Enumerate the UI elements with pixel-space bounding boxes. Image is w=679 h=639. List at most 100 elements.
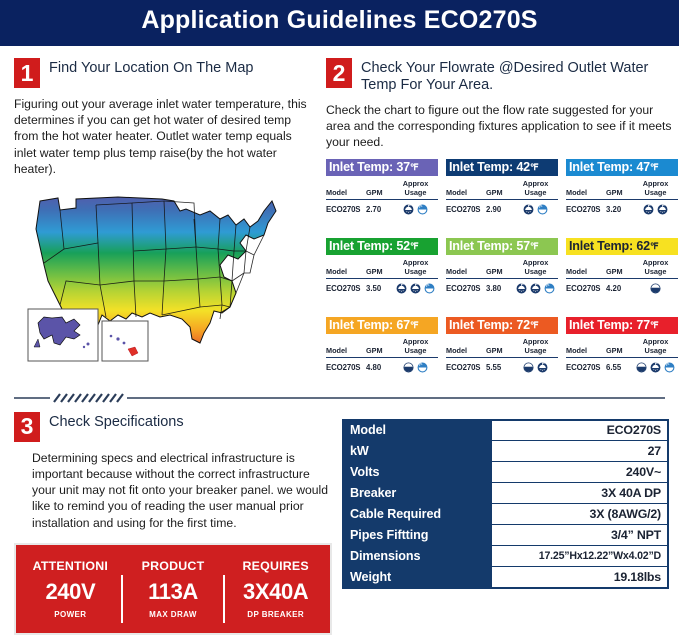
column-header-model: Model	[446, 266, 468, 276]
attention-banner: ATTENTIONI 240V POWER PRODUCT 113A MAX DRAW RE…	[14, 542, 332, 635]
column-header-model: Model	[326, 345, 348, 355]
spec-table-row: Model ECO270S	[342, 419, 669, 442]
specifications-table: Model ECO270S kW 27 Volts 240V~ Breaker 3X 40A …	[342, 418, 669, 589]
cell-usage-icons	[633, 362, 678, 373]
cell-model: ECO270S	[446, 205, 481, 215]
attention-heading: ATTENTIONI	[32, 558, 109, 573]
column-header-gpm: GPM	[366, 187, 383, 197]
step-one-title: Find Your Location On The Map	[49, 60, 254, 76]
card-data-row: ECO270S 3.80	[446, 279, 558, 295]
cell-model: ECO270S	[566, 284, 601, 294]
step-one-header: 1 Find Your Location On The Map	[14, 58, 314, 88]
step-one-column: 1 Find Your Location On The Map Figuring…	[14, 58, 314, 374]
attention-divider	[223, 574, 226, 623]
column-header-usage: Approx Usage	[402, 178, 429, 197]
degree-unit: ℉	[409, 161, 419, 172]
card-column-headers: Model GPM Approx Usage	[566, 255, 678, 279]
cell-usage-icons	[513, 362, 558, 373]
spec-table-row: Weight 19.18lbs	[342, 566, 669, 589]
showerhead-icon	[403, 204, 414, 215]
spec-table-row: Dimensions 17.25”Hx12.22”Wx4.02”D	[342, 545, 669, 568]
showerhead-icon	[643, 204, 654, 215]
usa-climate-zone-map	[14, 189, 314, 367]
cell-usage-icons	[393, 283, 438, 294]
cell-gpm: 2.90	[486, 205, 502, 215]
showerhead-icon	[650, 362, 661, 373]
column-header-usage: Approx Usage	[642, 257, 669, 276]
step-three-header: 3 Check Specifications	[14, 411, 332, 442]
cell-model: ECO270S	[446, 284, 481, 294]
column-header-usage: Approx Usage	[522, 336, 549, 355]
cell-gpm: 3.20	[606, 205, 622, 215]
cell-usage-icons	[393, 204, 438, 215]
sink-icon	[650, 283, 661, 294]
degree-unit: ℉	[649, 319, 659, 330]
column-header-model: Model	[566, 266, 588, 276]
column-header-model: Model	[326, 266, 348, 276]
column-header-model: Model	[446, 345, 468, 355]
attention-caption: MAX DRAW	[149, 609, 197, 619]
cell-model: ECO270S	[326, 363, 361, 373]
inlet-temp-label: Inlet Temp: 42	[449, 160, 530, 175]
cell-gpm: 5.55	[486, 363, 502, 373]
inlet-temp-card: Inlet Temp: 47 ℉ Model GPM Approx Usage ECO27…	[566, 158, 678, 216]
bathtub-icon	[544, 283, 555, 294]
spec-value: 3X 40A DP	[490, 482, 669, 505]
inlet-temp-header: Inlet Temp: 57 ℉	[446, 237, 558, 255]
inlet-temp-label: Inlet Temp: 37	[329, 160, 410, 175]
spec-table-row: Pipes Fiftting 3/4” NPT	[342, 524, 669, 547]
spec-table-row: Volts 240V~	[342, 461, 669, 484]
attention-caption: POWER	[54, 609, 87, 619]
spec-table-row: Cable Required 3X (8AWG/2)	[342, 503, 669, 526]
step-one-body: Figuring out your average inlet water te…	[14, 97, 307, 176]
column-header-gpm: GPM	[486, 187, 503, 197]
column-header-model: Model	[566, 187, 588, 197]
step-two-header: 2 Check Your Flowrate @Desired Outlet Wa…	[326, 58, 678, 93]
top-section: 1 Find Your Location On The Map Figuring…	[0, 46, 679, 374]
inlet-temp-card: Inlet Temp: 42 ℉ Model GPM Approx Usage ECO27…	[446, 158, 558, 216]
column-header-usage: Approx Usage	[522, 178, 549, 197]
spec-value: ECO270S	[490, 419, 669, 442]
showerhead-icon	[396, 283, 407, 294]
cell-model: ECO270S	[446, 363, 481, 373]
step-two-title: Check Your Flowrate @Desired Outlet Wate…	[361, 60, 649, 93]
inlet-temp-header: Inlet Temp: 67 ℉	[326, 316, 438, 334]
spec-key: kW	[342, 440, 492, 463]
step-one-badge: 1	[14, 58, 40, 88]
inlet-temp-card: Inlet Temp: 77 ℉ Model GPM Approx Usage ECO27…	[566, 316, 678, 374]
cell-usage-icons	[513, 204, 558, 215]
column-header-usage: Approx Usage	[402, 336, 429, 355]
inlet-temp-label: Inlet Temp: 52	[329, 239, 410, 254]
card-data-row: ECO270S 3.50	[326, 279, 438, 295]
spec-key: Breaker	[342, 482, 492, 505]
cell-gpm: 4.80	[366, 363, 382, 373]
bottom-section: 3 Check Specifications Determining specs…	[0, 404, 679, 635]
bathtub-icon	[537, 204, 548, 215]
inlet-temp-header: Inlet Temp: 77 ℉	[566, 316, 678, 334]
column-header-gpm: GPM	[486, 266, 503, 276]
card-column-headers: Model GPM Approx Usage	[326, 176, 438, 200]
column-header-gpm: GPM	[606, 266, 623, 276]
header-underline	[0, 43, 679, 46]
inlet-temp-label: Inlet Temp: 72	[449, 318, 530, 333]
step-three-column: 3 Check Specifications Determining specs…	[14, 411, 332, 635]
column-header-model: Model	[446, 187, 468, 197]
card-data-row: ECO270S 6.55	[566, 358, 678, 374]
cell-model: ECO270S	[326, 205, 361, 215]
column-header-model: Model	[566, 345, 588, 355]
spec-value: 3/4” NPT	[490, 524, 669, 547]
showerhead-icon	[523, 204, 534, 215]
step-three-body: Determining specs and electrical infrast…	[32, 450, 329, 530]
card-data-row: ECO270S 2.70	[326, 200, 438, 216]
spec-value: 27	[490, 440, 669, 463]
section-divider	[14, 392, 665, 404]
inlet-temp-label: Inlet Temp: 62	[569, 239, 650, 254]
bathtub-icon	[664, 362, 675, 373]
page-title: Application Guidelines ECO270S	[141, 5, 538, 34]
card-data-row: ECO270S 4.20	[566, 279, 678, 295]
cell-usage-icons	[633, 204, 678, 215]
degree-unit: ℉	[649, 240, 659, 251]
sink-icon	[636, 362, 647, 373]
divider-svg	[14, 393, 665, 403]
attention-column: ATTENTIONI 240V POWER	[20, 559, 121, 619]
